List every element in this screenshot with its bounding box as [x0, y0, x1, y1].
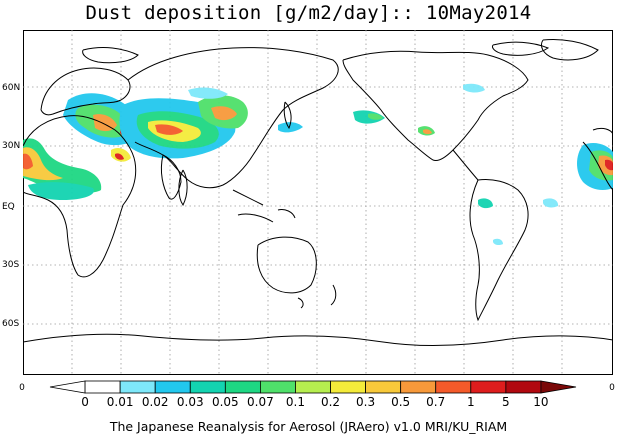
map-grid [23, 30, 613, 375]
colorbar-tick-label: 0 [81, 395, 89, 409]
colorbar-tick-label: 10 [533, 395, 548, 409]
world-map [23, 30, 613, 375]
colorbar-right-end-label: 0 [609, 383, 615, 393]
colorbar-swatch [189, 380, 226, 394]
colorbar-swatch [365, 380, 402, 394]
colorbar: 0 0.01 0.02 0.03 0.05 0.07 0.1 0.2 0.3 0.5 0.7 1 5 10… [19, 380, 615, 409]
colorbar-labels: 0 0.01 0.02 0.03 0.05 0.07 0.1 0.2 0.3 0.5 0.7 1 5 10 [81, 395, 548, 409]
colorbar-tick-label: 0.1 [286, 395, 305, 409]
colorbar-swatch [330, 380, 366, 394]
colorbar-tick-label: 0.05 [212, 395, 239, 409]
lat-label-60s: 60S [2, 319, 20, 329]
colorbar-swatch [400, 380, 437, 394]
colorbar-tick-label: 0.3 [356, 395, 375, 409]
lat-label-30n: 30N [2, 141, 21, 151]
colorbar-tick-label: 0.07 [247, 395, 274, 409]
colorbar-tick-label: 5 [502, 395, 510, 409]
colorbar-swatch [84, 380, 121, 394]
colorbar-swatch [470, 380, 507, 394]
colorbar-swatch [505, 380, 542, 394]
colorbar-boxes [49, 380, 577, 394]
colorbar-swatch [295, 380, 331, 394]
dust-field [23, 83, 613, 246]
colorbar-swatch [119, 380, 156, 394]
colorbar-swatch [224, 380, 261, 394]
footer-credit: The Japanese Reanalysis for Aerosol (JRA… [109, 419, 508, 434]
colorbar-tick-label: 1 [467, 395, 475, 409]
colorbar-tick-label: 0.5 [391, 395, 410, 409]
map-border [23, 30, 613, 375]
colorbar-swatch [49, 380, 86, 394]
map-title: Dust deposition [g/m2/day]:: 10May2014 [85, 2, 532, 24]
lat-label-60n: 60N [2, 83, 21, 93]
colorbar-left-end-label: 0 [19, 383, 25, 393]
lat-label-eq: EQ [2, 202, 15, 212]
colorbar-tick-label: 0.7 [426, 395, 445, 409]
colorbar-tick-label: 0.2 [321, 395, 340, 409]
colorbar-tick-label: 0.01 [107, 395, 134, 409]
colorbar-tick-label: 0.02 [142, 395, 169, 409]
colorbar-swatch [540, 380, 577, 394]
colorbar-swatch [259, 380, 296, 394]
lat-label-30s: 30S [2, 260, 20, 270]
colorbar-swatch [435, 380, 472, 394]
colorbar-swatch [154, 380, 191, 394]
coastlines [23, 39, 613, 347]
colorbar-tick-label: 0.03 [177, 395, 204, 409]
